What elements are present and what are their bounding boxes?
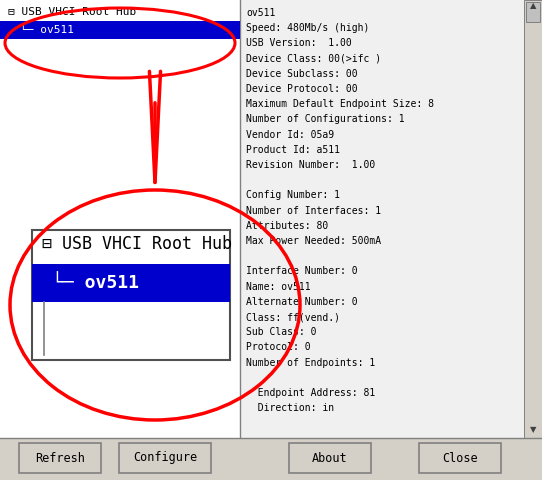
Text: Vendor Id: 05a9: Vendor Id: 05a9 — [246, 130, 334, 140]
Bar — [526, 2, 540, 22]
Text: Product Id: a511: Product Id: a511 — [246, 145, 340, 155]
Bar — [524, 0, 542, 438]
Text: Refresh: Refresh — [35, 452, 85, 465]
Text: Name: ov511: Name: ov511 — [246, 282, 311, 291]
Text: Device Subclass: 00: Device Subclass: 00 — [246, 69, 358, 79]
Text: Max Power Needed: 500mA: Max Power Needed: 500mA — [246, 236, 381, 246]
Bar — [0, 438, 542, 480]
Text: ⊟ USB VHCI Root Hub: ⊟ USB VHCI Root Hub — [8, 7, 136, 17]
Text: ▼: ▼ — [530, 425, 536, 434]
Text: Maximum Default Endpoint Size: 8: Maximum Default Endpoint Size: 8 — [246, 99, 434, 109]
Text: Protocol: 0: Protocol: 0 — [246, 342, 311, 352]
Text: ⊟ USB VHCI Root Hub: ⊟ USB VHCI Root Hub — [42, 235, 232, 253]
Text: Config Number: 1: Config Number: 1 — [246, 191, 340, 201]
Bar — [32, 230, 230, 360]
Text: ov511: ov511 — [246, 8, 275, 18]
Text: └─ ov511: └─ ov511 — [52, 274, 139, 292]
Text: ▲: ▲ — [530, 1, 536, 11]
FancyBboxPatch shape — [119, 443, 211, 473]
Text: Device Protocol: 00: Device Protocol: 00 — [246, 84, 358, 94]
Text: Interface Number: 0: Interface Number: 0 — [246, 266, 358, 276]
Text: Alternate Number: 0: Alternate Number: 0 — [246, 297, 358, 307]
Text: Class: ff(vend.): Class: ff(vend.) — [246, 312, 340, 322]
Text: About: About — [312, 452, 348, 465]
Bar — [32, 264, 230, 302]
Text: Speed: 480Mb/s (high): Speed: 480Mb/s (high) — [246, 23, 370, 33]
Text: Device Class: 00(>ifc ): Device Class: 00(>ifc ) — [246, 54, 381, 64]
FancyBboxPatch shape — [289, 443, 371, 473]
FancyBboxPatch shape — [19, 443, 101, 473]
Text: Direction: in: Direction: in — [246, 403, 334, 413]
Text: Revision Number:  1.00: Revision Number: 1.00 — [246, 160, 375, 170]
Text: Endpoint Address: 81: Endpoint Address: 81 — [246, 388, 375, 398]
Text: Close: Close — [442, 452, 478, 465]
Text: └─ ov511: └─ ov511 — [20, 25, 74, 35]
Text: Configure: Configure — [133, 452, 197, 465]
Bar — [0, 21, 240, 39]
Text: Attributes: 80: Attributes: 80 — [246, 221, 328, 231]
Text: Number of Configurations: 1: Number of Configurations: 1 — [246, 114, 405, 124]
Text: Number of Interfaces: 1: Number of Interfaces: 1 — [246, 205, 381, 216]
Bar — [240, 0, 524, 438]
Text: Number of Endpoints: 1: Number of Endpoints: 1 — [246, 358, 375, 368]
Text: USB Version:  1.00: USB Version: 1.00 — [246, 38, 352, 48]
Text: Sub Class: 0: Sub Class: 0 — [246, 327, 317, 337]
FancyBboxPatch shape — [419, 443, 501, 473]
